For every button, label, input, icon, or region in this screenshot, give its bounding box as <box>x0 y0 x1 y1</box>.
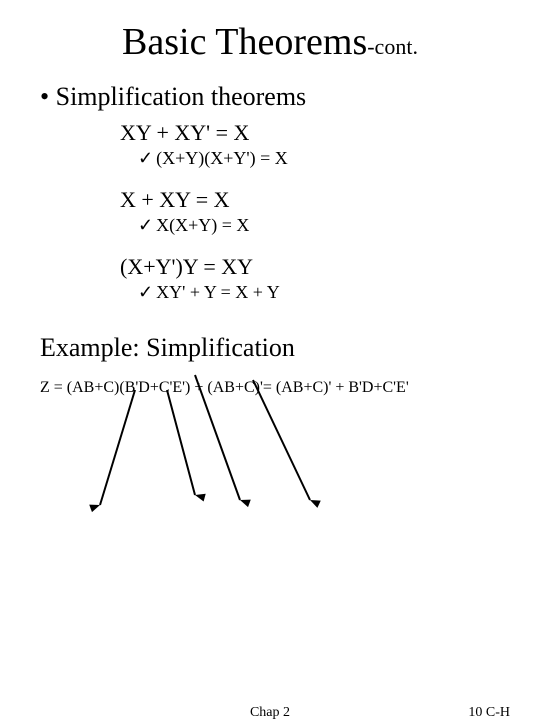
title-sub: -cont. <box>367 34 418 59</box>
title-main: Basic Theorems <box>122 21 367 63</box>
theorem-3-dual: XY' + Y = X + Y <box>138 282 510 303</box>
slide-title: Basic Theorems-cont. <box>30 20 510 64</box>
theorem-1-dual: (X+Y)(X+Y') = X <box>138 148 510 169</box>
theorem-2: X + XY = X <box>120 187 510 213</box>
example-heading: Example: Simplification <box>40 333 510 363</box>
theorem-1: XY + XY' = X <box>120 120 510 146</box>
footer-center: Chap 2 <box>250 705 290 721</box>
example-body: Z = (AB+C)(B'D+C'E') + (AB+C)'= (AB+C)' … <box>40 377 500 399</box>
footer-right: 10 C-H <box>468 705 510 721</box>
theorem-3: (X+Y')Y = XY <box>120 254 510 280</box>
section-heading: Simplification theorems <box>40 82 510 112</box>
theorem-2-dual: X(X+Y) = X <box>138 215 510 236</box>
